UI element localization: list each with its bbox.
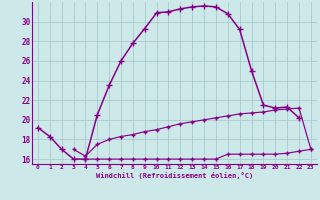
X-axis label: Windchill (Refroidissement éolien,°C): Windchill (Refroidissement éolien,°C) bbox=[96, 172, 253, 179]
